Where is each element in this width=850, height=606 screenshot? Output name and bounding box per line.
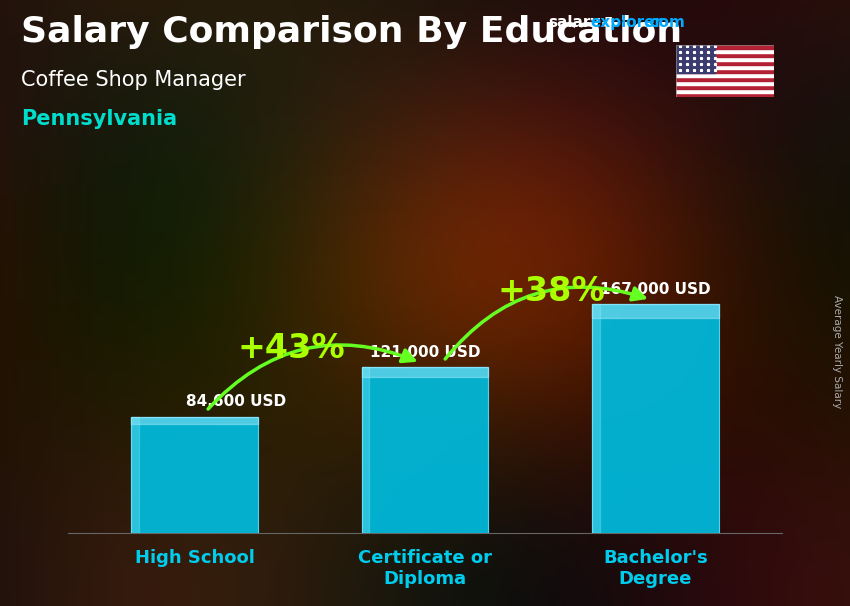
Bar	[676, 77, 774, 81]
Text: Salary Comparison By Education: Salary Comparison By Education	[21, 15, 683, 49]
Bar	[676, 58, 774, 61]
Bar	[676, 50, 774, 53]
Text: 167,000 USD: 167,000 USD	[600, 282, 711, 296]
Bar	[676, 53, 774, 58]
Text: +43%: +43%	[238, 332, 345, 365]
Bar	[676, 65, 774, 69]
Bar	[592, 304, 718, 318]
Bar	[676, 69, 774, 73]
Bar	[676, 45, 715, 73]
Bar	[676, 89, 774, 93]
Bar	[132, 418, 258, 533]
Bar	[132, 418, 258, 424]
Bar	[676, 85, 774, 89]
Bar	[592, 304, 599, 533]
Text: explorer: explorer	[591, 15, 663, 30]
Text: 121,000 USD: 121,000 USD	[370, 345, 480, 359]
Text: Coffee Shop Manager: Coffee Shop Manager	[21, 70, 246, 90]
Bar	[676, 45, 774, 50]
Bar	[361, 367, 489, 533]
Text: +38%: +38%	[498, 275, 605, 308]
Bar	[132, 418, 139, 533]
Text: salary: salary	[548, 15, 601, 30]
Bar	[592, 304, 718, 533]
Text: Average Yearly Salary: Average Yearly Salary	[832, 295, 842, 408]
Bar	[676, 61, 774, 65]
Bar	[676, 93, 774, 97]
Bar	[676, 81, 774, 85]
Text: Pennsylvania: Pennsylvania	[21, 109, 178, 129]
Bar	[676, 73, 774, 77]
Bar	[361, 367, 369, 533]
Bar	[361, 367, 489, 378]
Text: .com: .com	[644, 15, 685, 30]
Text: 84,600 USD: 84,600 USD	[186, 395, 286, 410]
